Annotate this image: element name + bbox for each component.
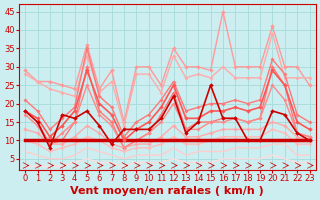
X-axis label: Vent moyen/en rafales ( km/h ): Vent moyen/en rafales ( km/h ) (70, 186, 264, 196)
